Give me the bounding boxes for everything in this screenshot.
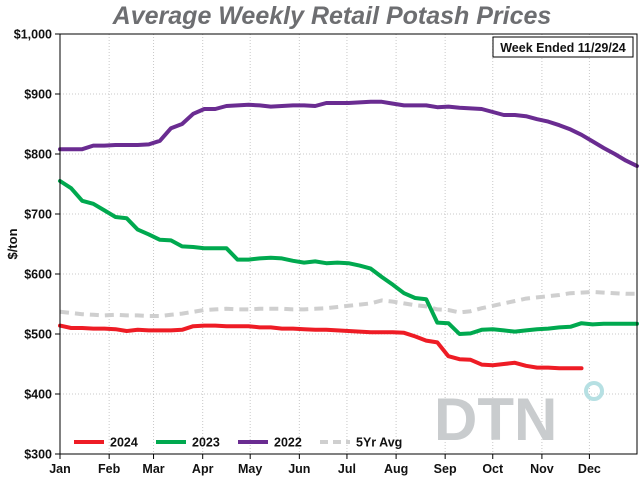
legend-label: 2022 [274, 436, 302, 450]
y-axis-label: $/ton [5, 228, 20, 259]
series-line-2023 [58, 179, 639, 336]
legend-label: 2023 [192, 436, 220, 450]
dtn-logo-text: DTN [434, 386, 557, 453]
x-tick-label: Jan [49, 462, 71, 476]
y-tick-label: $300 [24, 448, 52, 462]
y-tick-label: $500 [24, 328, 52, 342]
y-tick-label: $900 [24, 88, 52, 102]
x-tick-label: Feb [98, 462, 121, 476]
x-tick-label: May [238, 462, 262, 476]
x-tick-label: Nov [530, 462, 554, 476]
dtn-logo: DTN [434, 381, 604, 453]
dtn-logo-ring-icon [584, 381, 604, 401]
week-ended-annotation: Week Ended 11/29/24 [492, 36, 634, 58]
y-tick-label: $1,000 [14, 28, 52, 42]
y-axis-ticks: $300 $400 $500 $600 $700 $800 $900 $1,000 [14, 28, 60, 462]
x-tick-label: Jul [338, 462, 356, 476]
series-line-2024 [58, 323, 584, 371]
y-tick-label: $400 [24, 388, 52, 402]
y-tick-label: $800 [24, 148, 52, 162]
x-tick-label: Oct [482, 462, 504, 476]
legend-label: 2024 [110, 436, 138, 450]
chart-title: Average Weekly Retail Potash Prices [112, 2, 552, 30]
x-tick-label: Aug [384, 462, 408, 476]
week-ended-text: Week Ended 11/29/24 [500, 41, 626, 55]
x-axis-ticks: Jan Feb Mar Apr May Jun Jul Aug Sep Oct Nov Dec [49, 454, 601, 476]
series-line-2022 [58, 99, 639, 168]
x-tick-label: Apr [192, 462, 214, 476]
legend: 2024 2023 2022 5Yr Avg [74, 436, 402, 450]
x-tick-label: Dec [578, 462, 601, 476]
plot-frame [59, 33, 638, 455]
y-tick-label: $700 [24, 208, 52, 222]
series-lines [58, 99, 639, 371]
legend-label: 5Yr Avg [356, 436, 402, 450]
x-tick-label: Mar [142, 462, 164, 476]
x-tick-label: Sep [434, 462, 457, 476]
x-tick-label: Jun [288, 462, 310, 476]
y-tick-label: $600 [24, 268, 52, 282]
series-line-5yr-avg [59, 290, 637, 318]
